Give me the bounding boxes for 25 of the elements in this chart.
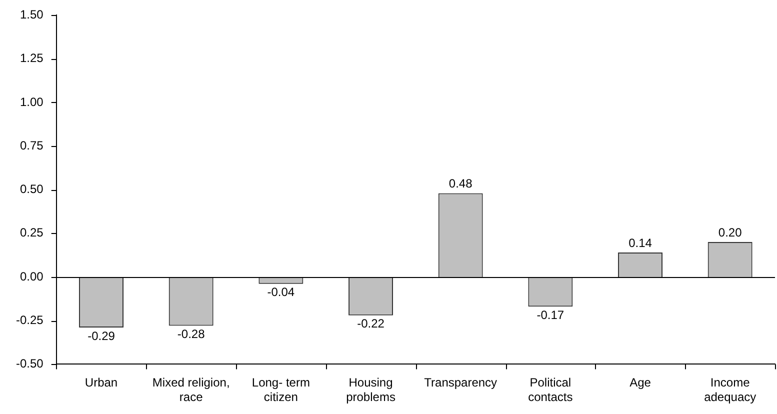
x-tick-label: Age — [630, 376, 652, 390]
data-label: -0.04 — [267, 285, 295, 300]
y-tick-label: 1.25 — [20, 51, 44, 66]
data-label: 0.20 — [718, 225, 742, 240]
data-label: 0.48 — [448, 176, 473, 191]
data-label: -0.17 — [536, 308, 564, 322]
x-tick-label: Urban — [84, 376, 118, 390]
x-tick-label: Political contacts — [528, 376, 573, 404]
x-tick-label: Mixed religion, race — [152, 376, 230, 404]
y-tick-label: -0.50 — [16, 356, 44, 371]
y-tick-label: 0.25 — [20, 226, 44, 240]
data-label: 0.14 — [628, 236, 652, 250]
y-tick-label: 1.50 — [20, 8, 44, 22]
data-label: -0.22 — [357, 316, 385, 331]
data-label: -0.28 — [177, 327, 206, 342]
y-tick-label: 0.75 — [20, 138, 44, 152]
x-tick-label: Transparency — [424, 376, 498, 390]
x-tick-label: Housing problems — [346, 376, 396, 404]
data-label: -0.29 — [88, 328, 116, 343]
y-tick-label: 0.00 — [20, 269, 44, 284]
y-tick-label: -0.25 — [16, 312, 44, 327]
y-tick-label: 0.50 — [20, 182, 44, 196]
y-tick-label: 1.00 — [20, 94, 44, 109]
x-tick-label: Long- term citizen — [252, 376, 310, 404]
x-tick-label: Income adequacy — [704, 376, 756, 404]
